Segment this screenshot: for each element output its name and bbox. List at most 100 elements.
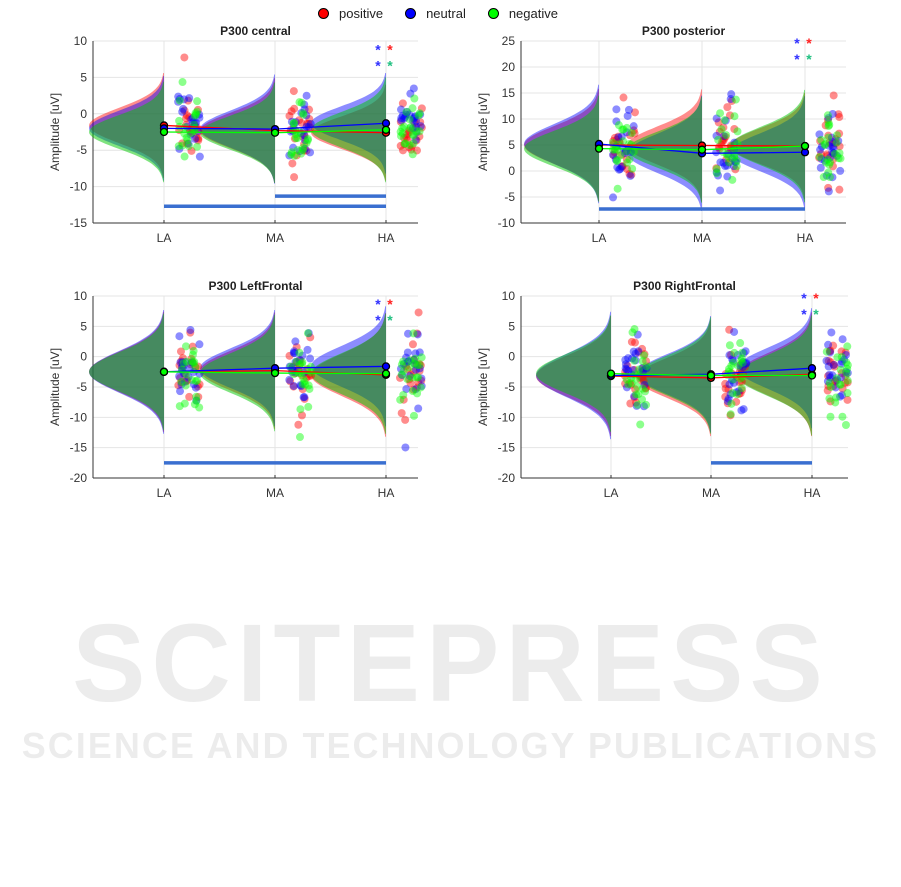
data-point-neutral <box>291 337 300 346</box>
data-point-positive <box>609 137 618 146</box>
data-point-negative <box>410 359 419 368</box>
data-point-positive <box>182 114 191 123</box>
x-tick-label: HA <box>378 231 395 245</box>
data-point-positive <box>182 111 191 120</box>
data-point-negative <box>733 139 742 148</box>
data-point-neutral <box>620 149 629 158</box>
data-point-neutral <box>191 134 200 143</box>
data-point-negative <box>286 362 295 371</box>
data-point-negative <box>836 154 845 163</box>
data-point-negative <box>416 383 425 392</box>
data-point-positive <box>622 155 631 164</box>
data-point-negative <box>399 390 408 399</box>
data-point-negative <box>189 346 198 355</box>
data-point-positive <box>417 104 426 113</box>
data-point-neutral <box>721 162 730 171</box>
data-point-positive <box>412 146 421 155</box>
data-point-positive <box>626 380 635 389</box>
data-point-neutral <box>629 122 638 131</box>
data-point-positive <box>410 118 419 127</box>
data-point-negative <box>618 125 627 134</box>
data-point-neutral <box>406 89 415 98</box>
data-point-negative <box>628 328 637 337</box>
data-point-neutral <box>714 171 723 180</box>
data-point-neutral <box>638 364 647 373</box>
data-point-negative <box>638 384 647 393</box>
data-point-neutral <box>188 118 197 127</box>
data-point-positive <box>725 325 734 334</box>
data-point-neutral <box>192 396 201 405</box>
data-point-positive <box>409 385 418 394</box>
x-tick-label: HA <box>378 486 395 500</box>
data-point-negative <box>843 342 852 351</box>
data-point-positive <box>185 113 194 122</box>
data-point-positive <box>831 135 840 144</box>
data-point-neutral <box>289 121 298 130</box>
y-tick-label: 10 <box>502 112 516 126</box>
data-point-neutral <box>817 142 826 151</box>
data-point-positive <box>304 372 313 381</box>
data-point-negative <box>398 124 407 133</box>
data-point-negative <box>405 141 414 150</box>
data-point-positive <box>610 148 619 157</box>
data-point-negative <box>175 116 184 125</box>
data-point-neutral <box>827 133 836 142</box>
data-point-neutral <box>306 354 315 363</box>
data-point-negative <box>624 380 633 389</box>
data-point-neutral <box>302 111 311 120</box>
data-point-negative <box>833 353 842 362</box>
data-point-positive <box>416 118 425 127</box>
data-point-negative <box>189 359 198 368</box>
significance-star-neutral: * <box>375 58 381 74</box>
x-tick-label: LA <box>604 486 619 500</box>
data-point-negative <box>843 361 852 370</box>
data-point-neutral <box>630 392 639 401</box>
data-point-negative <box>298 143 307 152</box>
data-point-neutral <box>289 143 298 152</box>
data-point-negative <box>412 127 421 136</box>
data-point-positive <box>727 145 736 154</box>
data-point-neutral <box>817 154 826 163</box>
data-point-negative <box>298 146 307 155</box>
data-point-neutral <box>712 114 721 123</box>
data-point-neutral <box>185 94 194 103</box>
data-point-neutral <box>629 347 638 356</box>
data-point-negative <box>826 412 835 421</box>
density-negative-MA <box>636 317 711 434</box>
data-point-positive <box>614 132 623 141</box>
data-point-neutral <box>826 373 835 382</box>
significance-star-positive: * <box>387 42 393 58</box>
data-point-negative <box>820 140 829 149</box>
legend-label: neutral <box>426 6 466 21</box>
data-point-positive <box>826 346 835 355</box>
data-point-negative <box>730 112 739 121</box>
data-point-neutral <box>633 330 642 339</box>
watermark-logo: SCITEPRESS <box>72 602 829 725</box>
data-point-negative <box>832 374 841 383</box>
data-point-negative <box>825 378 834 387</box>
data-point-neutral <box>295 147 304 156</box>
data-point-positive <box>829 91 838 100</box>
data-point-positive <box>288 362 297 371</box>
data-point-neutral <box>411 365 420 374</box>
data-point-negative <box>190 400 199 409</box>
data-point-negative <box>291 134 300 143</box>
data-point-positive <box>297 411 306 420</box>
data-point-positive <box>614 137 623 146</box>
data-point-neutral <box>840 355 849 364</box>
data-point-negative <box>191 377 200 386</box>
data-point-positive <box>191 363 200 372</box>
y-tick-label: -5 <box>76 380 87 394</box>
data-point-positive <box>718 137 727 146</box>
data-point-negative <box>412 373 421 382</box>
data-point-negative <box>408 387 417 396</box>
data-point-neutral <box>285 375 294 384</box>
x-tick-label: LA <box>157 486 172 500</box>
data-point-positive <box>821 121 830 130</box>
data-point-neutral <box>739 405 748 414</box>
data-point-positive <box>404 126 413 135</box>
mean-marker-neutral <box>807 364 817 373</box>
data-point-neutral <box>739 357 748 366</box>
data-point-positive <box>300 146 309 155</box>
data-point-positive <box>289 87 298 96</box>
